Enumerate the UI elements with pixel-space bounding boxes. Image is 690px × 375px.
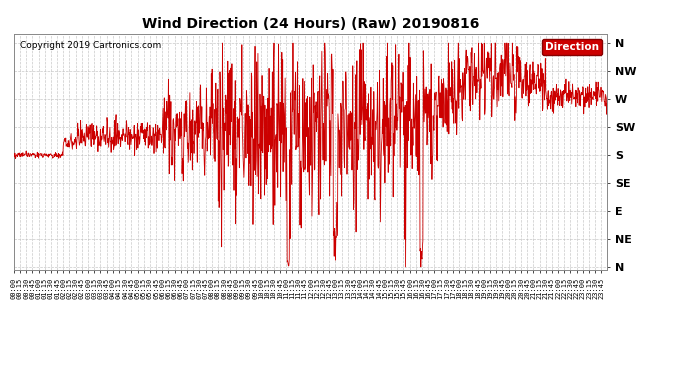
Legend: Direction: Direction bbox=[542, 39, 602, 55]
Text: Copyright 2019 Cartronics.com: Copyright 2019 Cartronics.com bbox=[20, 41, 161, 50]
Title: Wind Direction (24 Hours) (Raw) 20190816: Wind Direction (24 Hours) (Raw) 20190816 bbox=[142, 17, 479, 31]
